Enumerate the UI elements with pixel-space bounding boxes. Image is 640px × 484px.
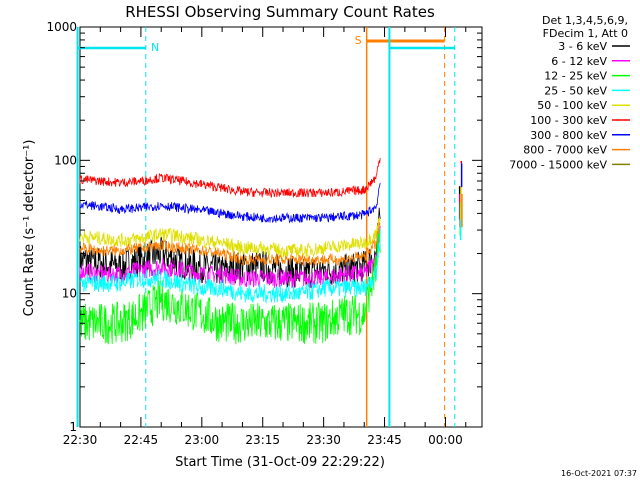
legend-header-line: Det 1,3,4,5,6,9, xyxy=(542,14,628,27)
legend-header-line: FDecim 1, Att 0 xyxy=(543,27,628,40)
night-label: N xyxy=(151,41,159,54)
series-line-7 xyxy=(79,221,381,267)
series-line-5 xyxy=(79,158,381,198)
saa-label: S xyxy=(355,34,362,47)
y-tick-label: 1 xyxy=(69,420,77,434)
series-line-3 xyxy=(79,228,381,304)
legend-label: 800 - 7000 keV xyxy=(523,144,607,157)
timestamp: 16-Oct-2021 07:37 xyxy=(561,469,637,478)
y-tick-label: 10 xyxy=(62,287,77,301)
legend-label: 25 - 50 keV xyxy=(544,84,607,97)
legend-label: 100 - 300 keV xyxy=(530,114,607,127)
y-tick-label: 100 xyxy=(54,153,77,167)
legend: Det 1,3,4,5,6,9,FDecim 1, Att 03 - 6 keV… xyxy=(509,14,630,171)
chart-title: RHESSI Observing Summary Count Rates xyxy=(125,3,435,21)
x-tick-label: 23:00 xyxy=(185,433,220,447)
series-line-4 xyxy=(79,217,381,258)
legend-label: 12 - 25 keV xyxy=(544,70,607,83)
x-tick-label: 00:00 xyxy=(428,433,463,447)
plot-frame xyxy=(79,26,483,428)
y-axis-label: Count Rate (s⁻¹ detector⁻¹) xyxy=(22,140,37,317)
series-line-6 xyxy=(79,182,381,224)
x-axis-label: Start Time (31-Oct-09 22:29:22) xyxy=(175,455,385,470)
x-tick-label: 23:15 xyxy=(245,433,280,447)
legend-label: 50 - 100 keV xyxy=(537,99,607,112)
x-tick-label: 23:45 xyxy=(367,433,402,447)
legend-label: 3 - 6 keV xyxy=(558,40,607,53)
series-line-2 xyxy=(79,227,381,345)
legend-label: 6 - 12 keV xyxy=(551,55,607,68)
x-tick-label: 22:45 xyxy=(124,433,159,447)
x-tick-label: 22:30 xyxy=(63,433,98,447)
legend-label: 300 - 800 keV xyxy=(530,129,607,142)
legend-label: 7000 - 15000 keV xyxy=(509,158,607,171)
x-tick-label: 23:30 xyxy=(306,433,341,447)
y-tick-label: 1000 xyxy=(46,20,77,34)
